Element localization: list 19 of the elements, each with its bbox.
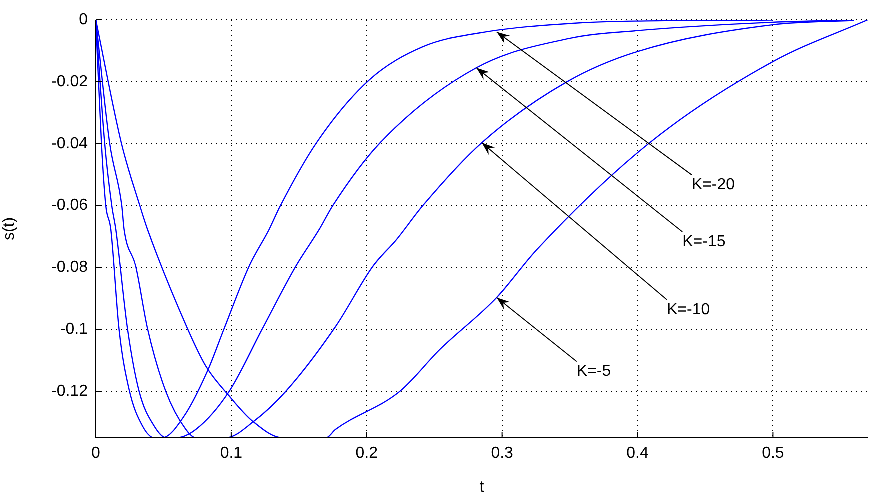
y-tick-label: 0 <box>79 11 88 28</box>
x-tick-label: 0.4 <box>626 445 649 462</box>
x-tick-label: 0.3 <box>491 445 514 462</box>
y-tick-label: -0.06 <box>52 197 88 214</box>
x-tick-label: 0 <box>92 445 101 462</box>
y-tick-label: -0.1 <box>60 321 88 338</box>
y-tick-label: -0.12 <box>52 382 88 400</box>
x-axis-title: t <box>480 478 485 496</box>
annotation: K=-15 <box>682 233 726 250</box>
y-tick-label: -0.08 <box>52 259 88 276</box>
annotation: K=-20 <box>692 176 736 194</box>
annotation: K=-5 <box>576 363 612 380</box>
y-tick-label: -0.02 <box>52 73 88 90</box>
x-tick-label: 0.5 <box>762 445 784 462</box>
y-axis-title: s(t) <box>1 217 18 241</box>
annotation: K=-10 <box>667 301 710 318</box>
x-tick-label: 0.1 <box>220 445 243 462</box>
y-tick-label: -0.04 <box>52 135 88 152</box>
x-tick-label: 0.2 <box>356 445 378 462</box>
